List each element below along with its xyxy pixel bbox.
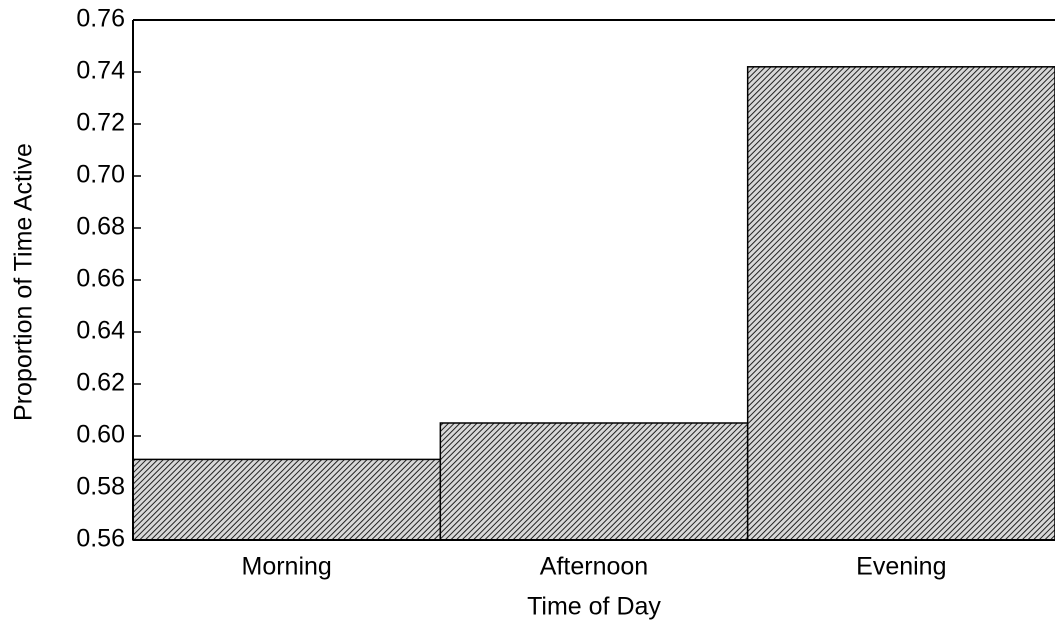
x-tick-label: Afternoon [540,553,648,581]
y-tick-label: 0.76 [76,5,125,33]
bar [746,66,1055,541]
y-tick-label: 0.58 [76,473,125,501]
x-tick-label: Evening [856,553,946,581]
bar [132,458,442,541]
x-tick-label: Morning [242,553,332,581]
bar [439,422,749,541]
y-tick-label: 0.68 [76,213,125,241]
y-tick-label: 0.56 [76,525,125,553]
y-axis-label: Proportion of Time Active [10,143,38,421]
x-axis-label: Time of Day [527,593,661,621]
y-tick-label: 0.64 [76,317,125,345]
y-tick-label: 0.74 [76,57,125,85]
y-tick-label: 0.70 [76,161,125,189]
y-tick-label: 0.60 [76,421,125,449]
y-tick-label: 0.66 [76,265,125,293]
y-tick-label: 0.72 [76,109,125,137]
y-tick-label: 0.62 [76,369,125,397]
